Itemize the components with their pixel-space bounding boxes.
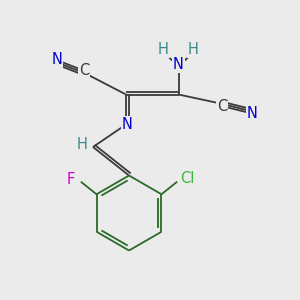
Text: Cl: Cl xyxy=(180,171,194,186)
Text: N: N xyxy=(122,117,133,132)
Text: H: H xyxy=(188,42,199,57)
Text: F: F xyxy=(67,172,75,187)
Text: H: H xyxy=(158,42,169,57)
Text: C: C xyxy=(217,99,227,114)
Text: N: N xyxy=(52,52,62,68)
Text: N: N xyxy=(247,106,257,122)
Text: N: N xyxy=(173,57,184,72)
Text: H: H xyxy=(77,136,88,152)
Text: C: C xyxy=(79,63,89,78)
